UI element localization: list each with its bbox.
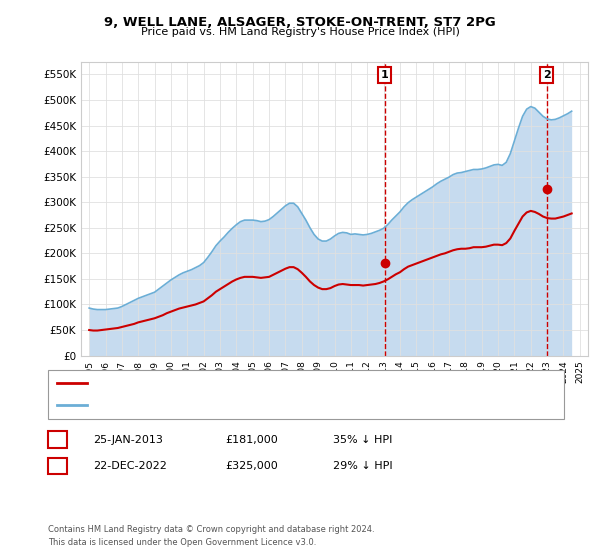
Text: 1: 1 — [381, 70, 389, 80]
Text: 35% ↓ HPI: 35% ↓ HPI — [333, 435, 392, 445]
Text: £181,000: £181,000 — [225, 435, 278, 445]
Text: 9, WELL LANE, ALSAGER, STOKE-ON-TRENT, ST7 2PG: 9, WELL LANE, ALSAGER, STOKE-ON-TRENT, S… — [104, 16, 496, 29]
Text: 1: 1 — [53, 433, 62, 446]
Text: This data is licensed under the Open Government Licence v3.0.: This data is licensed under the Open Gov… — [48, 538, 316, 547]
Text: 9, WELL LANE, ALSAGER, STOKE-ON-TRENT, ST7 2PG (detached house): 9, WELL LANE, ALSAGER, STOKE-ON-TRENT, S… — [93, 379, 441, 389]
Text: 29% ↓ HPI: 29% ↓ HPI — [333, 461, 392, 471]
Text: 2: 2 — [53, 459, 62, 473]
Text: 25-JAN-2013: 25-JAN-2013 — [93, 435, 163, 445]
Text: HPI: Average price, detached house, Cheshire East: HPI: Average price, detached house, Ches… — [93, 400, 341, 410]
Text: Contains HM Land Registry data © Crown copyright and database right 2024.: Contains HM Land Registry data © Crown c… — [48, 525, 374, 534]
Text: £325,000: £325,000 — [225, 461, 278, 471]
Text: 2: 2 — [543, 70, 550, 80]
Text: 22-DEC-2022: 22-DEC-2022 — [93, 461, 167, 471]
Text: Price paid vs. HM Land Registry's House Price Index (HPI): Price paid vs. HM Land Registry's House … — [140, 27, 460, 37]
